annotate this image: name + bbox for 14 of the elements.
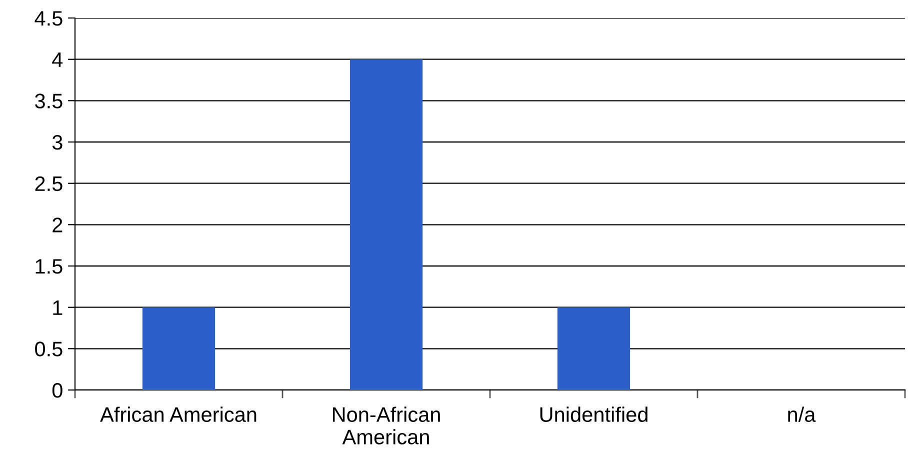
y-tick-label: 1 [53, 300, 62, 315]
y-tick-label: 3 [52, 135, 62, 150]
x-tick-label: African American [100, 406, 256, 422]
y-tick-label: 1.5 [36, 259, 62, 274]
y-tick-label: 0.5 [35, 342, 62, 356]
y-tick-label: 2 [52, 218, 62, 232]
y-tick-label: 3.5 [35, 94, 62, 108]
x-tick-label: Non-African American [332, 406, 440, 444]
y-tick-label: 2.5 [35, 176, 62, 192]
x-tick-label: Unidentified [540, 406, 648, 422]
y-tick-label: 4 [52, 52, 63, 67]
y-tick-label: 0 [52, 383, 62, 398]
x-tick-label: n/a [788, 406, 816, 422]
y-tick-label: 4.5 [34, 11, 62, 26]
